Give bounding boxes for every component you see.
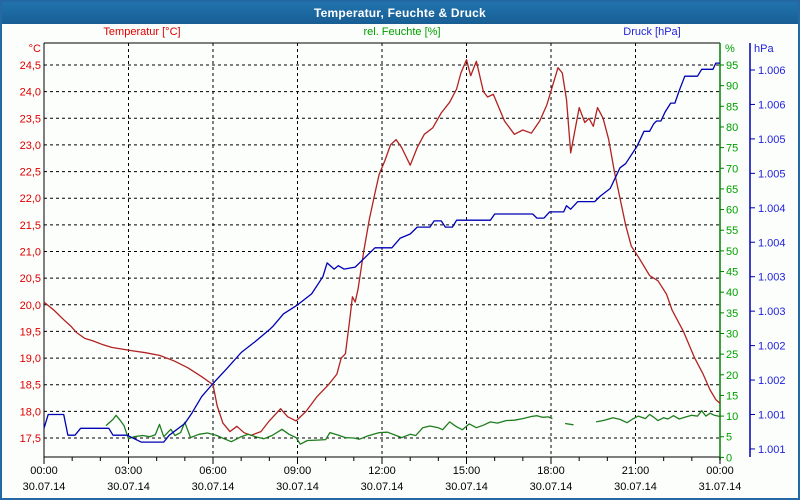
temperature-line xyxy=(43,59,721,436)
grid xyxy=(44,43,720,457)
axis-label: 23,0 xyxy=(20,140,41,152)
axis-label: 30.07.14 xyxy=(614,481,657,493)
axis-label: 70 xyxy=(726,163,738,175)
axis-label: 1.002 xyxy=(758,341,786,353)
axis-label: 45 xyxy=(726,267,738,279)
axis-label: 5 xyxy=(726,432,732,444)
axis-label: 30.07.14 xyxy=(276,481,319,493)
series-legend: Temperatur [°C] rel. Feuchte [%] Druck [hP… xyxy=(103,26,680,38)
axis-label: 90 xyxy=(726,81,738,93)
axis-label: 18,5 xyxy=(20,380,41,392)
axis-label: °C xyxy=(29,43,41,55)
chart-canvas: 00:00 30.07.14 03:00 30.07.14 06:00 30.07.14 0… xyxy=(20,26,786,493)
axis-label: 09:00 xyxy=(284,465,312,477)
axis-label: 22,5 xyxy=(20,167,41,179)
x-axis-ticks xyxy=(43,457,721,464)
axis-label: 1.005 xyxy=(758,168,786,180)
axis-label: 80 xyxy=(726,122,738,134)
title-bar: Temperatur, Feuchte & Druck xyxy=(2,2,798,24)
axis-label: 00:00 xyxy=(706,465,734,477)
axis-label: 18,0 xyxy=(20,406,41,418)
x-axis-labels: 00:00 30.07.14 03:00 30.07.14 06:00 30.07.14 0… xyxy=(23,465,742,493)
axis-label: 21,5 xyxy=(20,220,41,232)
axis-label: 1.003 xyxy=(758,272,786,284)
axis-label: 1.005 xyxy=(758,134,786,146)
axis-label: 1.001 xyxy=(758,444,786,456)
axis-label: 1.001 xyxy=(758,410,786,422)
axis-label: 31.07.14 xyxy=(699,481,742,493)
axis-label: 20,0 xyxy=(20,300,41,312)
axis-label: 10 xyxy=(726,411,738,423)
axis-label: rel. Feuchte [%] xyxy=(363,26,440,38)
axis-label: 20,5 xyxy=(20,273,41,285)
axis-label: 00:00 xyxy=(30,465,58,477)
axis-label: 35 xyxy=(726,308,738,320)
axis-label: 03:00 xyxy=(115,465,143,477)
axis-label: % xyxy=(725,43,735,55)
axis-label: 75 xyxy=(726,143,738,155)
axis-label: hPa xyxy=(754,43,774,55)
axis-label: Druck [hPa] xyxy=(623,26,680,38)
axis-label: 50 xyxy=(726,246,738,258)
axis-label: 24,5 xyxy=(20,60,41,72)
humidity-line xyxy=(105,410,721,445)
axis-label: 65 xyxy=(726,184,738,196)
axis-label: 40 xyxy=(726,287,738,299)
axis-label: 21:00 xyxy=(622,465,650,477)
axis-label: 22,0 xyxy=(20,193,41,205)
axis-label: 19,0 xyxy=(20,353,41,365)
axis-label: 15 xyxy=(726,390,738,402)
temperature-axis-labels: °C 24,5 24,0 23,5 23,0 22,5 22,0 21,5 21,0 20,5 20… xyxy=(20,43,41,445)
axis-label: 12:00 xyxy=(368,465,396,477)
axis-label: 25 xyxy=(726,349,738,361)
axis-label: 60 xyxy=(726,205,738,217)
axis-label: 06:00 xyxy=(199,465,227,477)
axis-label: 30.07.14 xyxy=(530,481,573,493)
axis-label: 85 xyxy=(726,101,738,113)
axis-label: 30.07.14 xyxy=(107,481,150,493)
axis-label: 1.004 xyxy=(758,203,786,215)
axis-label: 0 xyxy=(726,452,732,464)
axis-label: 19,5 xyxy=(20,326,41,338)
axis-label: 95 xyxy=(726,60,738,72)
axis-label: 23,5 xyxy=(20,113,41,125)
pressure-line xyxy=(43,62,720,443)
axis-label: 20 xyxy=(726,370,738,382)
axis-label: 55 xyxy=(726,225,738,237)
axis-label: 15:00 xyxy=(453,465,481,477)
axis-label: 30.07.14 xyxy=(445,481,488,493)
axis-label: 18:00 xyxy=(537,465,565,477)
axis-label: 17,5 xyxy=(20,433,41,445)
axis-label: 1.002 xyxy=(758,375,786,387)
pressure-axis-labels: hPa 1.006 1.006 1.005 1.005 1.004 1.004 1.003 1.… xyxy=(749,43,786,457)
axis-label: 1.003 xyxy=(758,306,786,318)
axis-label: 24,0 xyxy=(20,87,41,99)
axis-label: 30.07.14 xyxy=(361,481,404,493)
axis-label: 1.006 xyxy=(758,65,786,77)
axis-label: Temperatur [°C] xyxy=(103,26,180,38)
axis-label: 30.07.14 xyxy=(192,481,235,493)
axis-label: 30.07.14 xyxy=(23,481,66,493)
axis-label: 1.004 xyxy=(758,237,786,249)
axis-label: 21,0 xyxy=(20,247,41,259)
window-title: Temperatur, Feuchte & Druck xyxy=(314,6,486,20)
axis-label: 30 xyxy=(726,328,738,340)
axis-label: 1.006 xyxy=(758,99,786,111)
